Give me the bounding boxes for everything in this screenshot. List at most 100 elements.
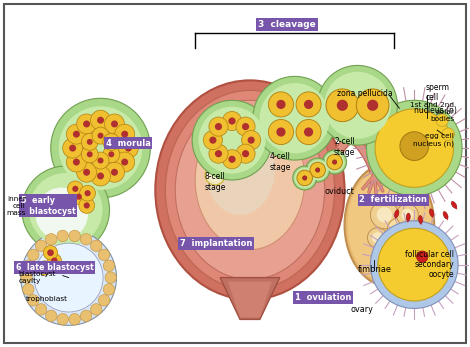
Circle shape: [98, 295, 110, 306]
Ellipse shape: [205, 125, 275, 215]
Circle shape: [92, 127, 109, 144]
Ellipse shape: [165, 90, 335, 289]
Circle shape: [104, 114, 125, 134]
Circle shape: [81, 133, 98, 150]
Circle shape: [38, 261, 52, 275]
Ellipse shape: [155, 81, 345, 299]
Circle shape: [236, 144, 255, 163]
Circle shape: [51, 257, 58, 264]
Circle shape: [28, 295, 39, 306]
Circle shape: [83, 169, 90, 176]
Circle shape: [76, 194, 82, 200]
Ellipse shape: [195, 110, 305, 250]
Circle shape: [29, 173, 102, 247]
Circle shape: [66, 124, 86, 144]
Circle shape: [46, 310, 57, 322]
Text: 2-cell
stage: 2-cell stage: [334, 137, 355, 157]
Circle shape: [209, 169, 221, 181]
Text: inner
cell
mass: inner cell mass: [7, 196, 26, 216]
Circle shape: [215, 123, 222, 130]
Circle shape: [393, 223, 406, 236]
Circle shape: [242, 130, 261, 150]
Circle shape: [337, 100, 348, 111]
Text: 6  late blastocyst: 6 late blastocyst: [16, 263, 94, 272]
Circle shape: [304, 100, 313, 109]
Circle shape: [377, 207, 392, 222]
Circle shape: [378, 232, 410, 264]
Circle shape: [46, 234, 57, 245]
Circle shape: [91, 304, 102, 315]
Circle shape: [367, 100, 378, 111]
Circle shape: [21, 230, 117, 325]
Circle shape: [215, 150, 222, 157]
Circle shape: [121, 131, 128, 138]
Text: 7  implantation: 7 implantation: [180, 239, 252, 248]
Text: 1  ovulation: 1 ovulation: [295, 293, 351, 302]
Circle shape: [378, 228, 451, 301]
Circle shape: [198, 107, 266, 174]
Circle shape: [192, 100, 272, 180]
Circle shape: [327, 154, 342, 170]
Circle shape: [81, 146, 98, 163]
Circle shape: [98, 249, 110, 261]
Ellipse shape: [394, 210, 399, 218]
Circle shape: [125, 145, 132, 152]
Circle shape: [303, 176, 307, 180]
Circle shape: [63, 138, 83, 158]
Circle shape: [104, 162, 125, 182]
Circle shape: [84, 202, 90, 209]
Circle shape: [23, 284, 34, 295]
Text: secondary
oocyte: secondary oocyte: [415, 260, 454, 279]
Circle shape: [77, 162, 96, 182]
Circle shape: [205, 165, 225, 185]
Text: 4  morula: 4 morula: [106, 138, 150, 147]
Circle shape: [83, 120, 90, 127]
Circle shape: [77, 114, 96, 134]
Circle shape: [401, 209, 413, 221]
Circle shape: [442, 128, 454, 141]
Ellipse shape: [451, 201, 457, 208]
Text: egg cell
nucleus (n): egg cell nucleus (n): [413, 133, 454, 147]
Circle shape: [103, 260, 115, 271]
Circle shape: [115, 152, 134, 172]
Circle shape: [400, 132, 429, 160]
Circle shape: [80, 234, 92, 245]
Circle shape: [242, 150, 249, 157]
Circle shape: [304, 127, 313, 137]
Circle shape: [209, 117, 228, 136]
Circle shape: [111, 120, 118, 127]
Circle shape: [98, 158, 103, 163]
Circle shape: [253, 76, 337, 160]
Circle shape: [228, 156, 235, 163]
Circle shape: [295, 168, 315, 188]
Circle shape: [21, 272, 32, 283]
Circle shape: [115, 124, 134, 144]
Circle shape: [23, 260, 34, 271]
Circle shape: [268, 119, 293, 145]
Circle shape: [91, 166, 110, 186]
Circle shape: [228, 117, 235, 125]
Circle shape: [97, 172, 104, 179]
Circle shape: [72, 186, 78, 192]
Circle shape: [356, 89, 389, 121]
Circle shape: [105, 272, 117, 283]
Text: follicular cell: follicular cell: [405, 250, 454, 259]
Circle shape: [296, 92, 321, 117]
Circle shape: [87, 139, 93, 145]
Circle shape: [41, 265, 48, 271]
Circle shape: [332, 160, 337, 164]
Circle shape: [103, 146, 120, 163]
Circle shape: [73, 159, 80, 166]
Circle shape: [35, 304, 47, 315]
Ellipse shape: [443, 212, 448, 219]
Circle shape: [71, 189, 87, 205]
Text: 3  cleavage: 3 cleavage: [258, 20, 316, 29]
Circle shape: [59, 106, 142, 190]
Circle shape: [47, 249, 54, 256]
Text: 2  fertilization: 2 fertilization: [360, 195, 427, 204]
Text: oviduct: oviduct: [325, 187, 354, 196]
Circle shape: [209, 144, 228, 163]
Circle shape: [259, 83, 330, 153]
Text: fimbriae: fimbriae: [358, 265, 392, 274]
Circle shape: [436, 114, 448, 126]
